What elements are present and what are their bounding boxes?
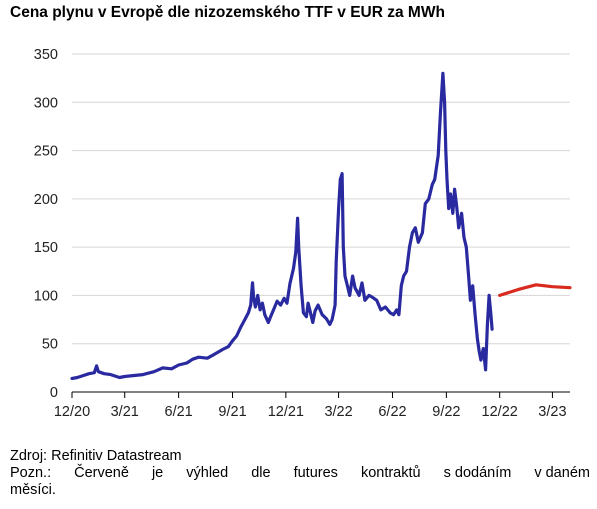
note-word: s dodáním xyxy=(443,465,512,481)
note-text: Pozn.: Červeně je výhled dle futures kontraktů… xyxy=(10,465,590,482)
y-tick-label: 150 xyxy=(34,240,58,256)
note-word: je xyxy=(151,465,164,481)
source-text: Zdroj: Refinitiv Datastream xyxy=(10,448,182,464)
y-tick-label: 50 xyxy=(42,337,58,353)
y-tick-label: 300 xyxy=(34,95,58,111)
x-tick-label: 9/21 xyxy=(218,404,246,420)
futures-outlook-line xyxy=(498,283,572,297)
x-tick-label: 3/21 xyxy=(111,404,139,420)
x-axis-ticks xyxy=(71,392,553,398)
note-text-continued: měsíci. xyxy=(10,482,56,498)
y-tick-label: 0 xyxy=(50,385,58,401)
grid-lines xyxy=(72,53,570,345)
note-word: dle xyxy=(251,465,271,481)
y-axis-labels: 0 50 100 150 200 250 300 350 xyxy=(34,47,58,401)
note-word: v daném xyxy=(534,465,590,481)
y-tick-label: 350 xyxy=(34,47,58,63)
y-tick-label: 250 xyxy=(34,144,58,160)
note-word: kontraktů xyxy=(360,465,421,481)
x-tick-label: 3/22 xyxy=(324,404,352,420)
y-tick-label: 200 xyxy=(34,192,58,208)
x-tick-label: 12/21 xyxy=(268,404,304,420)
note-word: Červeně xyxy=(74,465,129,481)
x-tick-label: 3/23 xyxy=(538,404,566,420)
series-group xyxy=(70,71,572,381)
x-tick-label: 6/22 xyxy=(378,404,406,420)
x-axis-labels: 12/20 3/21 6/21 9/21 12/21 3/22 6/22 9/22 12/22 3… xyxy=(54,404,567,420)
note-word: výhled xyxy=(186,465,229,481)
note-word: futures xyxy=(293,465,338,481)
x-tick-label: 9/22 xyxy=(432,404,460,420)
note-word: Pozn.: xyxy=(10,465,52,481)
x-tick-label: 12/22 xyxy=(482,404,518,420)
x-tick-label: 6/21 xyxy=(165,404,193,420)
x-tick-label: 12/20 xyxy=(54,404,90,420)
chart-title: Cena plynu v Evropě dle nizozemského TTF… xyxy=(10,4,445,21)
history-price-line xyxy=(70,71,494,381)
chart-footer: Zdroj: Refinitiv Datastream Pozn.: Červen… xyxy=(10,448,590,499)
y-tick-label: 100 xyxy=(34,288,58,304)
